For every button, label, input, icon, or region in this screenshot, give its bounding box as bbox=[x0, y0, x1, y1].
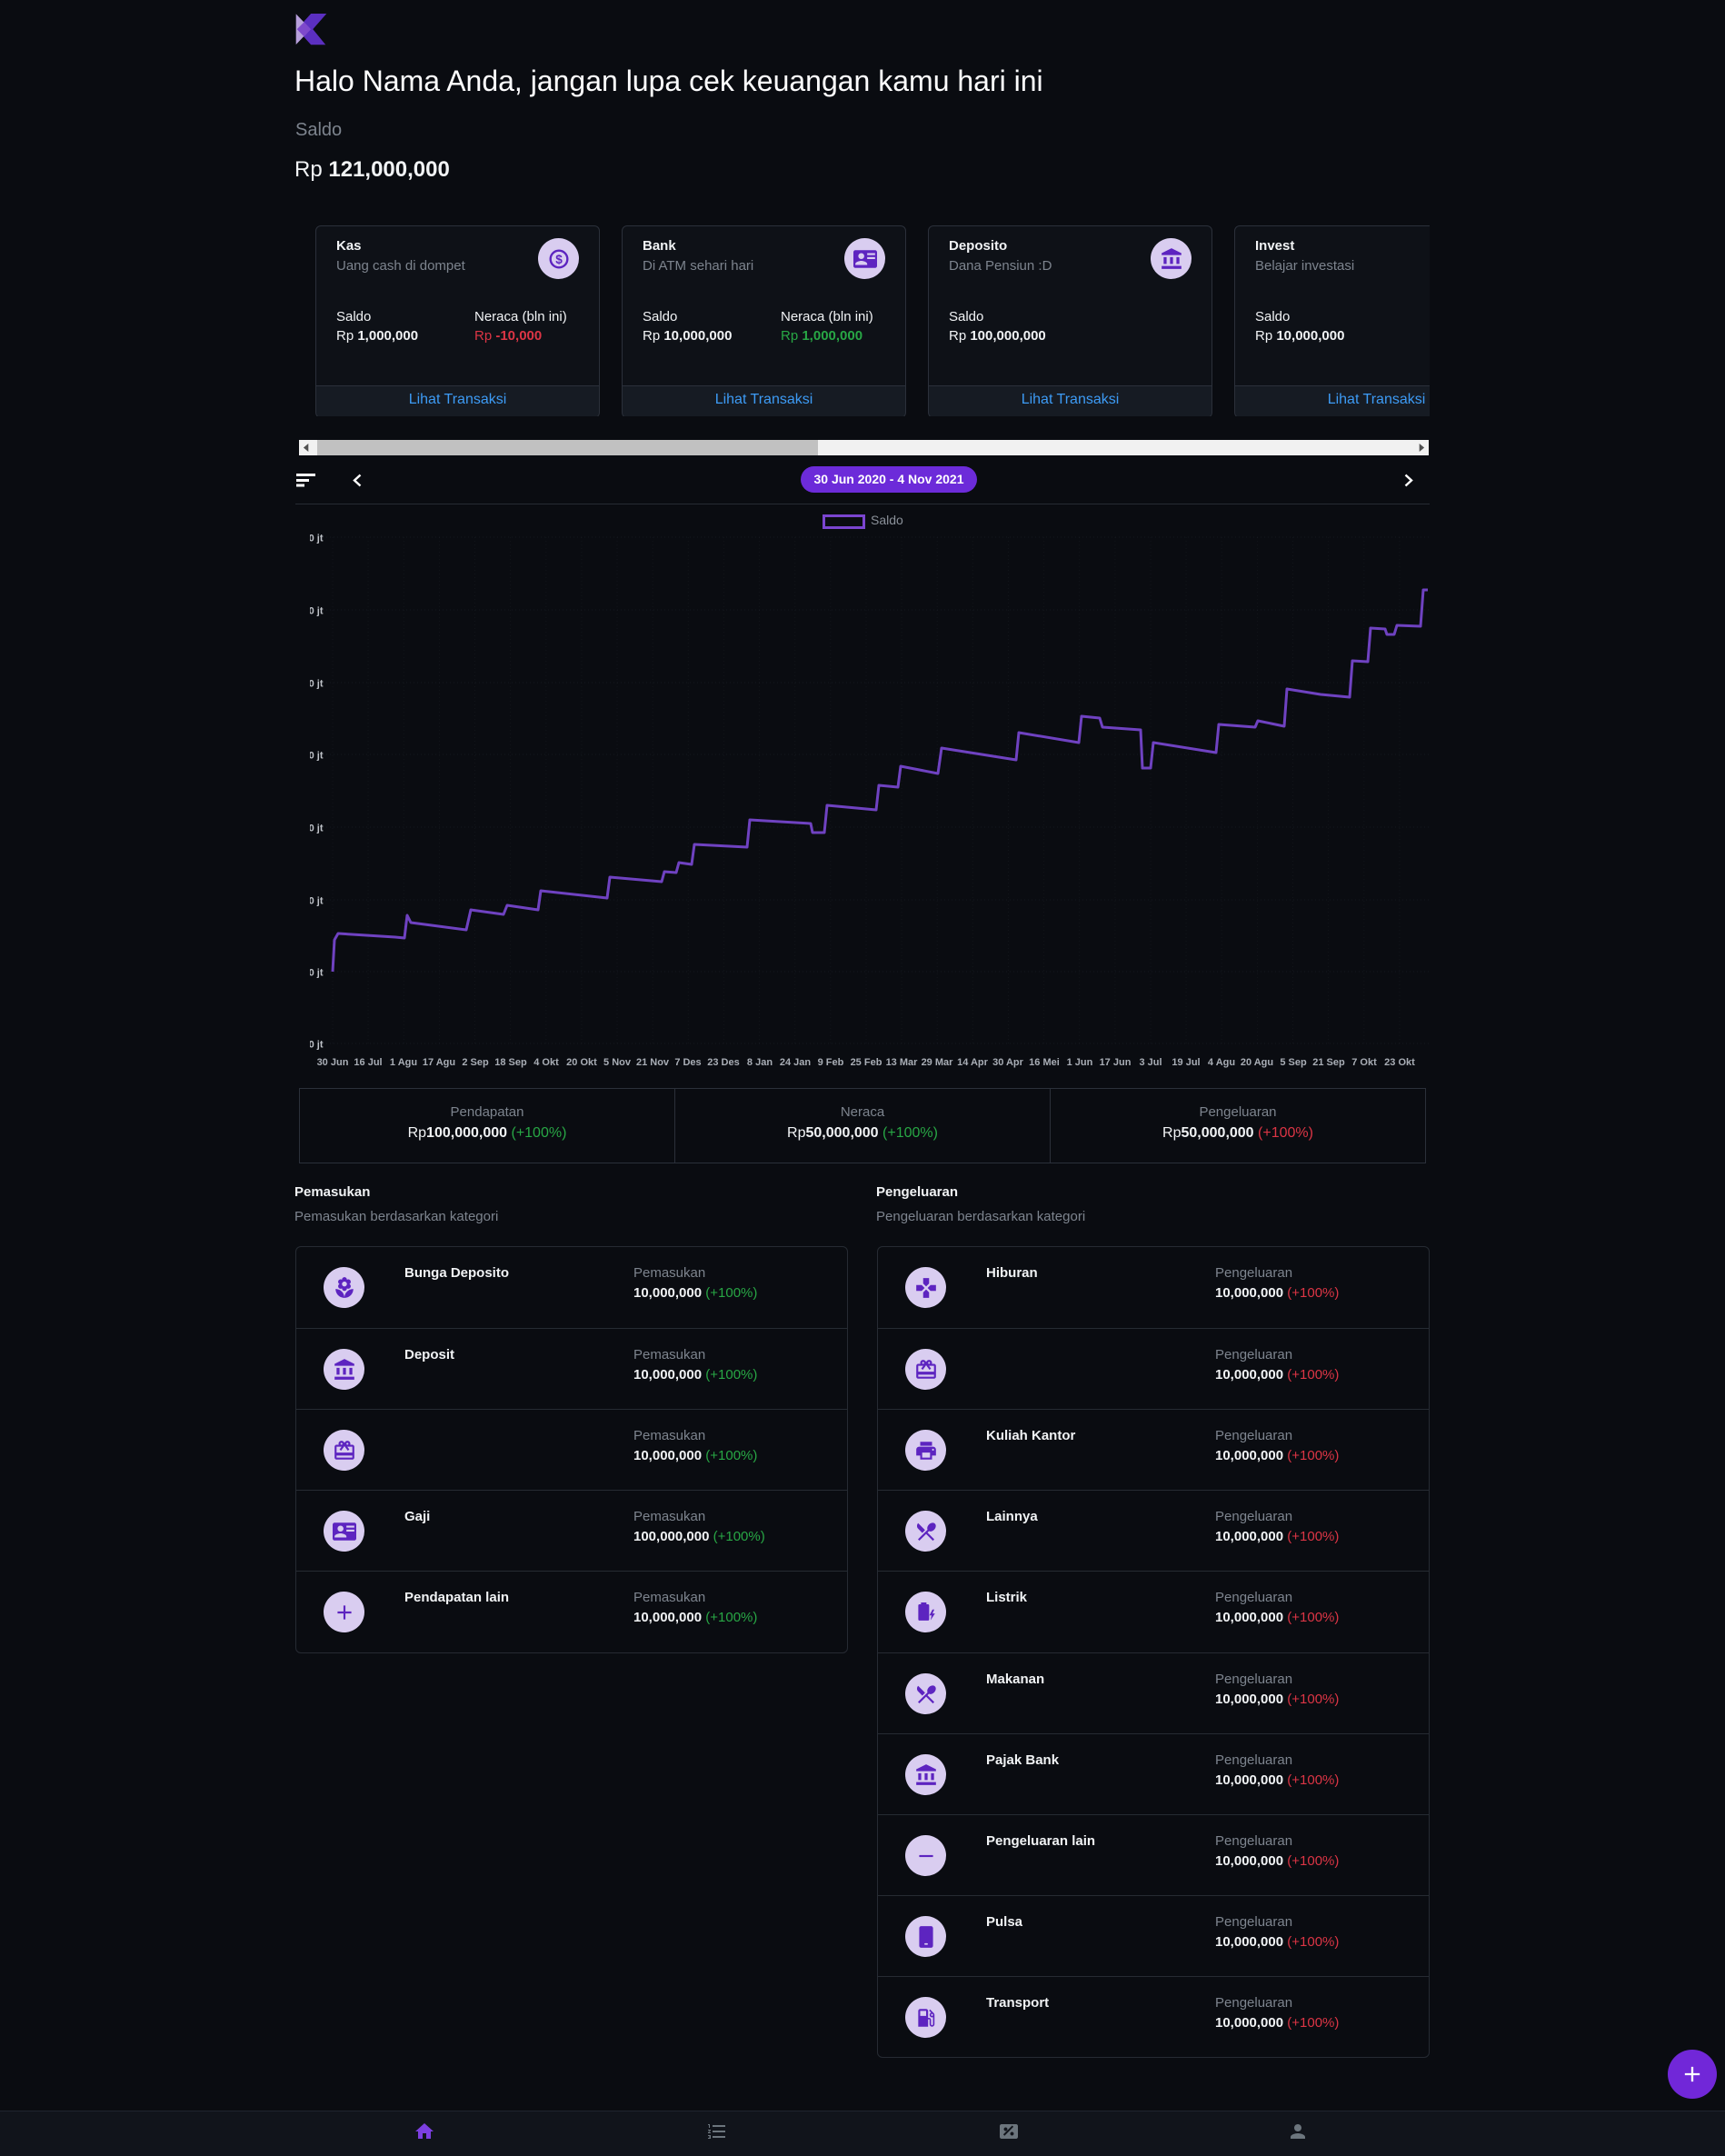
svg-text:0 jt: 0 jt bbox=[310, 896, 324, 907]
svg-text:0 jt: 0 jt bbox=[310, 823, 324, 834]
svg-text:0 jt: 0 jt bbox=[310, 679, 324, 690]
svg-text:0 jt: 0 jt bbox=[310, 534, 324, 544]
svg-text:$: $ bbox=[555, 252, 563, 265]
svg-text:0 jt: 0 jt bbox=[310, 1040, 324, 1051]
svg-text:0 jt: 0 jt bbox=[310, 606, 324, 617]
svg-text:0 jt: 0 jt bbox=[310, 968, 324, 979]
svg-text:0 jt: 0 jt bbox=[310, 751, 324, 762]
